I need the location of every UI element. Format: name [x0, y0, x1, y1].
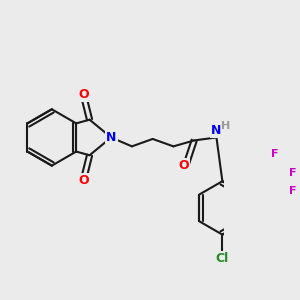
Text: N: N: [106, 131, 116, 144]
Text: F: F: [289, 186, 297, 196]
Text: F: F: [272, 149, 279, 159]
Text: O: O: [78, 174, 89, 187]
Text: O: O: [178, 159, 189, 172]
Text: H: H: [221, 121, 230, 130]
Text: N: N: [211, 124, 222, 136]
Text: O: O: [78, 88, 89, 101]
Text: Cl: Cl: [216, 252, 229, 265]
Text: F: F: [289, 168, 297, 178]
